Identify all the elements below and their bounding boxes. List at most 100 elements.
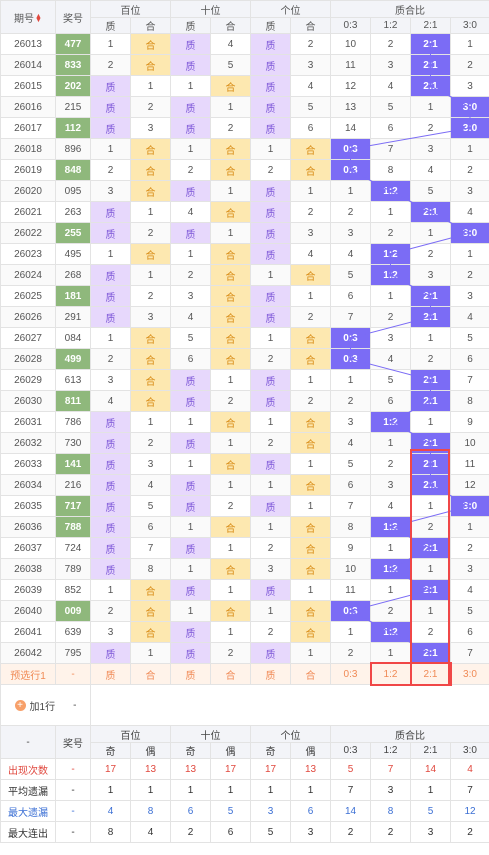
number-cell: 811 [55,390,91,412]
zhi-cell: 1 [170,600,211,622]
predict-cell[interactable]: 质 [90,663,131,685]
predict-cell[interactable]: 1:2 [370,663,411,685]
ratio-cell: 4 [450,306,489,328]
ratio-cell: 2 [370,33,411,55]
ratio-cell: 1 [450,138,489,160]
number-cell: 833 [55,54,91,76]
zhi-cell: 1 [250,264,291,286]
zhi-cell: 质 [90,201,131,223]
ratio-cell: 2 [450,537,489,559]
plus-icon[interactable]: + [14,699,26,711]
he-cell: 合 [210,138,251,160]
he-cell: 3 [130,117,171,139]
he-cell: 合 [130,243,171,265]
predict-row[interactable]: 预选行1 - 质 合 质 合 质 合 0:3 1:2 2:1 3:0 [0,663,489,685]
ratio-subheader: 3:0 [450,17,489,34]
zhi-cell: 2 [90,54,131,76]
predict-cell[interactable]: 合 [210,663,251,685]
predict-cell[interactable]: 质 [250,663,291,685]
issue-header[interactable]: 期号▲ ▼ [0,0,56,34]
ratio-cell: 11 [330,579,371,601]
ratio-cell: 1 [410,96,451,118]
add-row-button[interactable]: 加1行 [29,701,56,713]
zhi-cell: 1 [170,411,211,433]
footer-number-header: 奖号 [55,725,91,759]
zhi-cell: 1 [250,516,291,538]
ratio-cell: 2:1 [410,54,451,76]
he-cell: 1 [290,642,331,664]
he-cell: 1 [290,285,331,307]
predict-cell[interactable]: 合 [130,663,171,685]
zhi-cell: 质 [170,474,211,496]
he-cell: 1 [130,642,171,664]
he-cell: 1 [130,411,171,433]
footer-ratio-header: 质合比 [330,725,489,743]
predict-cell[interactable]: 2:1 [410,663,451,685]
ratio-cell: 2 [370,306,411,328]
zhi-cell: 1 [170,138,211,160]
issue-cell: 26022 [0,222,56,244]
zhi-cell: 质 [250,180,291,202]
predict-cell[interactable]: 0:3 [330,663,371,685]
tens-header: 十位 [170,0,251,18]
zhi-cell: 质 [170,642,211,664]
table-row: 26017 112 质 3 质 2 质 6 14 6 2 3:0 [0,117,489,139]
ratio-cell: 3 [410,138,451,160]
stats-value: 1 [90,779,131,801]
ratio-cell: 11 [330,54,371,76]
he-cell: 2 [130,285,171,307]
zhi-cell: 质 [250,495,291,517]
ratio-cell: 1 [410,600,451,622]
stats-value: 4 [90,800,131,822]
predict-cell[interactable]: 质 [170,663,211,685]
ratio-cell: 2 [410,516,451,538]
he-cell: 1 [210,180,251,202]
ratio-cell: 2 [450,264,489,286]
zhi-cell: 质 [170,54,211,76]
ratio-cell: 4 [370,348,411,370]
zhi-cell: 质 [170,96,211,118]
he-cell: 合 [130,600,171,622]
even-subheader: 偶 [290,742,331,759]
he-cell: 合 [210,159,251,181]
ratio-cell: 4 [330,243,371,265]
predict-cell[interactable]: 合 [290,663,331,685]
ratio-cell: 2 [410,348,451,370]
he-cell: 4 [290,75,331,97]
zhi-cell: 2 [250,159,291,181]
stats-value: 6 [290,800,331,822]
ratio-cell: 1 [330,180,371,202]
issue-cell: 26038 [0,558,56,580]
zhi-cell: 5 [170,327,211,349]
zhi-cell: 质 [250,390,291,412]
add-row-cell[interactable]: + 加1行 - [0,684,91,726]
odd-subheader: 奇 [90,742,131,759]
issue-cell: 26033 [0,453,56,475]
table-row: 26027 084 1 合 5 合 1 合 0:3 3 1 5 [0,327,489,349]
ratio-cell: 0:3 [330,159,371,181]
issue-cell: 26041 [0,621,56,643]
predict-cell[interactable]: 3:0 [450,663,489,685]
issue-cell: 26028 [0,348,56,370]
issue-cell: 26018 [0,138,56,160]
he-cell: 合 [130,348,171,370]
table-row: 26037 724 质 7 质 1 2 合 9 1 2:1 2 [0,537,489,559]
stats-row: 出现次数 -17 13 13 17 17 13 5 7 14 4 [0,758,489,780]
zhi-cell: 3 [90,369,131,391]
he-cell: 1 [210,222,251,244]
ratio-cell: 2:1 [410,642,451,664]
he-cell: 1 [130,75,171,97]
number-cell: 095 [55,180,91,202]
table-row: 26025 181 质 2 3 合质 1 6 1 2:1 3 [0,285,489,307]
sort-icon[interactable]: ▲ ▼ [35,12,42,24]
ratio-cell: 1 [370,579,411,601]
he-cell: 2 [290,390,331,412]
ratio-cell: 2:1 [410,579,451,601]
ratio-cell: 1 [330,369,371,391]
stats-label: 最大遗漏 [0,800,56,822]
predict-label: 预选行1 [0,663,56,685]
issue-cell: 26027 [0,327,56,349]
ratio-cell: 2:1 [410,285,451,307]
